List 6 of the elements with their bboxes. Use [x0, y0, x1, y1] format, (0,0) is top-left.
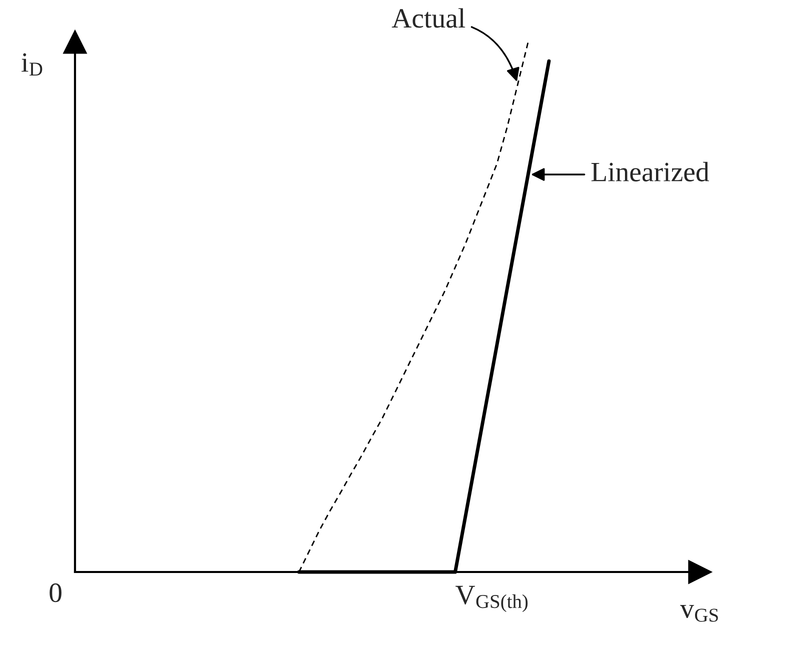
- text: Actual: [392, 8, 466, 28]
- x-axis-title: v$_{GS}$: [680, 604, 718, 622]
- text: V$_{GS(th)}$: [456, 586, 528, 612]
- text: 0: [50, 583, 62, 602]
- y-axis-title: i$_{D}$: [22, 53, 42, 76]
- legend-label: Linearized: [591, 162, 710, 182]
